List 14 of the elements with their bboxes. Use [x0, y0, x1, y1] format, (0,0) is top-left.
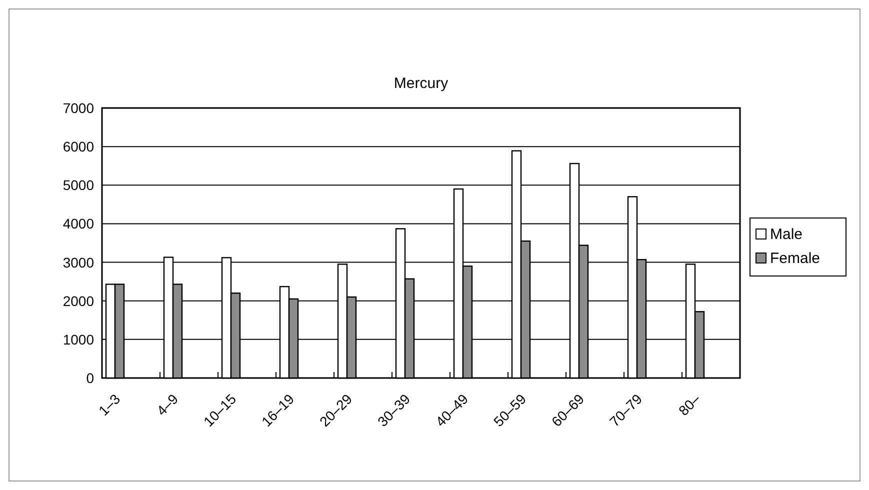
x-tick-label: 1–3: [95, 390, 124, 419]
y-tick-label: 0: [86, 370, 94, 386]
y-tick-label: 5000: [62, 177, 94, 194]
y-tick-label: 1000: [62, 331, 94, 348]
legend-label: Male: [770, 226, 803, 243]
y-tick-label: 4000: [62, 216, 94, 232]
legend-label: Female: [770, 250, 820, 267]
y-tick-label: 2000: [62, 292, 94, 309]
x-tick-label: 4–9: [153, 390, 182, 419]
y-tick-label: 3000: [62, 254, 94, 270]
x-tick-label: 80–: [675, 390, 704, 419]
y-tick-label: 6000: [62, 138, 94, 155]
y-tick-label: 7000: [62, 100, 94, 116]
chart-title: Mercury: [394, 75, 449, 92]
